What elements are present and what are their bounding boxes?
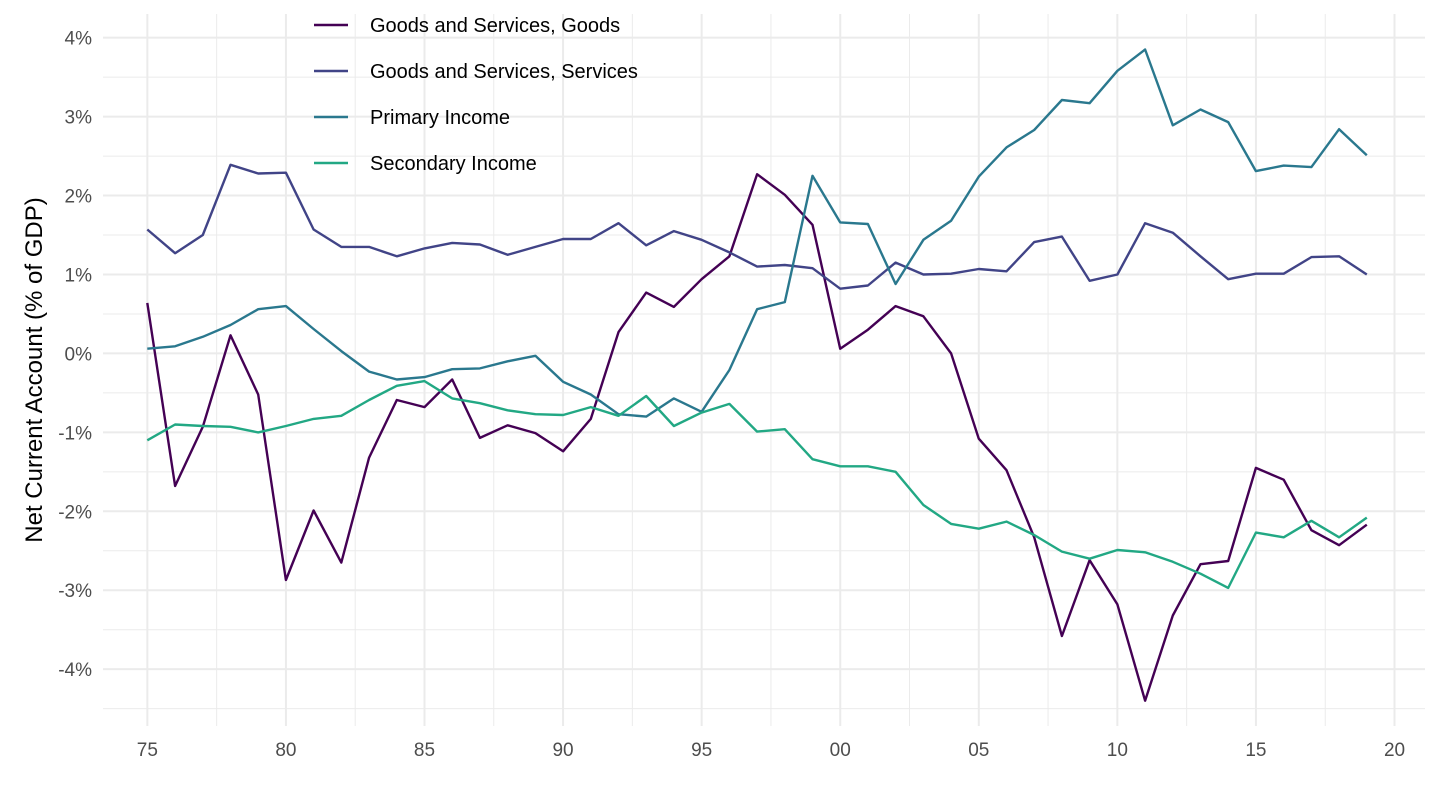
legend: Goods and Services, Goods Goods and Servi… (314, 15, 638, 175)
x-tick-label: 05 (968, 740, 989, 761)
legend-label: Goods and Services, Services (370, 61, 638, 83)
x-tick-label: 10 (1107, 740, 1128, 761)
x-axis: 75 80 85 90 95 00 05 10 15 20 (137, 740, 1405, 761)
y-tick-label: 4% (65, 29, 93, 50)
x-tick-label: 90 (552, 740, 573, 761)
grid (103, 14, 1425, 726)
series-line (146, 379, 1368, 590)
y-tick-label: 0% (65, 344, 93, 365)
y-axis-title: Net Current Account (% of GDP) (21, 197, 48, 542)
y-tick-label: -2% (58, 502, 92, 523)
y-tick-label: -3% (58, 581, 92, 602)
y-tick-label: 1% (65, 265, 93, 286)
series-line (146, 172, 1368, 702)
y-tick-label: 3% (65, 108, 93, 129)
x-tick-label: 95 (691, 740, 712, 761)
y-tick-label: 2% (65, 187, 93, 208)
x-tick-label: 20 (1384, 740, 1405, 761)
x-tick-label: 75 (137, 740, 158, 761)
y-axis: 4% 3% 2% 1% 0% -1% -2% -3% -4% (58, 29, 92, 681)
legend-label: Goods and Services, Goods (370, 15, 620, 37)
series-line (147, 48, 1368, 418)
x-tick-label: 00 (830, 740, 851, 761)
series-lines (146, 48, 1368, 702)
x-tick-label: 80 (275, 740, 296, 761)
legend-label: Primary Income (370, 107, 510, 129)
legend-label: Secondary Income (370, 153, 537, 175)
series-line (146, 163, 1368, 290)
y-tick-label: -1% (58, 423, 92, 444)
y-tick-label: -4% (58, 660, 92, 681)
x-tick-label: 85 (414, 740, 435, 761)
x-tick-label: 15 (1245, 740, 1266, 761)
